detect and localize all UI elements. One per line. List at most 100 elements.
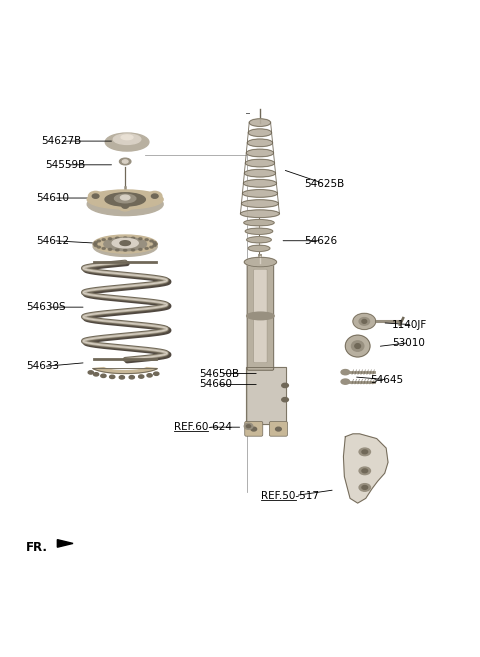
Polygon shape [57,539,73,547]
Ellipse shape [93,243,96,245]
Ellipse shape [115,194,136,203]
Ellipse shape [104,237,146,251]
Ellipse shape [116,237,119,239]
Text: 54633: 54633 [26,361,60,371]
Ellipse shape [122,160,128,163]
Ellipse shape [153,242,156,243]
Text: 54630S: 54630S [26,302,66,312]
Ellipse shape [88,371,94,374]
Ellipse shape [244,423,253,429]
Ellipse shape [139,248,142,250]
Ellipse shape [122,204,129,208]
Text: 54559B: 54559B [46,160,86,170]
Ellipse shape [276,427,281,431]
Text: REF.50-517: REF.50-517 [261,491,319,501]
Ellipse shape [150,246,153,248]
Ellipse shape [244,258,276,267]
Ellipse shape [247,139,273,147]
Ellipse shape [247,237,271,243]
Ellipse shape [108,248,112,250]
Polygon shape [343,434,388,503]
Ellipse shape [132,249,135,251]
Text: 54626: 54626 [304,236,337,246]
Ellipse shape [362,469,368,473]
Ellipse shape [87,190,163,209]
Text: REF.60-624: REF.60-624 [174,422,231,432]
Ellipse shape [248,129,272,137]
FancyBboxPatch shape [247,261,274,371]
Text: 1140JF: 1140JF [392,320,427,330]
Ellipse shape [121,135,133,140]
Ellipse shape [113,134,141,145]
Text: 54660: 54660 [200,380,233,390]
Ellipse shape [97,246,100,248]
FancyBboxPatch shape [269,422,288,436]
Ellipse shape [139,375,144,378]
Ellipse shape [359,317,370,325]
Ellipse shape [362,450,368,454]
Ellipse shape [145,248,148,250]
Ellipse shape [353,313,376,329]
Ellipse shape [243,179,276,187]
Ellipse shape [154,372,159,375]
Ellipse shape [92,194,99,198]
Ellipse shape [94,373,99,376]
Ellipse shape [244,219,274,226]
Ellipse shape [241,200,278,208]
Ellipse shape [132,237,135,239]
Ellipse shape [108,238,112,240]
Ellipse shape [154,243,157,245]
Ellipse shape [118,201,132,211]
Ellipse shape [153,244,156,246]
Ellipse shape [148,191,162,201]
Ellipse shape [152,194,158,198]
Ellipse shape [123,249,127,251]
Ellipse shape [139,238,142,240]
Ellipse shape [105,133,149,151]
Ellipse shape [112,238,138,248]
Ellipse shape [93,235,157,253]
Text: 54627B: 54627B [41,136,81,146]
Ellipse shape [120,195,130,200]
Ellipse shape [105,193,145,206]
Text: 54650B: 54650B [200,369,240,378]
Ellipse shape [245,159,275,167]
Text: 54625B: 54625B [304,179,344,189]
Text: 54645: 54645 [371,374,404,385]
Ellipse shape [88,191,103,201]
Ellipse shape [87,193,163,215]
Ellipse shape [150,240,153,242]
Ellipse shape [102,238,106,240]
Ellipse shape [247,312,274,320]
Text: 54610: 54610 [36,193,69,203]
Ellipse shape [101,374,106,378]
Ellipse shape [359,448,371,456]
Ellipse shape [93,237,157,256]
Ellipse shape [97,240,100,242]
Ellipse shape [94,244,97,246]
Ellipse shape [242,190,277,197]
Ellipse shape [245,228,273,235]
Ellipse shape [244,170,276,177]
Text: FR.: FR. [25,541,48,555]
Ellipse shape [282,383,288,388]
Ellipse shape [351,341,364,351]
Text: 53010: 53010 [392,338,425,348]
Ellipse shape [362,486,368,489]
Ellipse shape [145,238,148,240]
Ellipse shape [359,484,371,491]
Ellipse shape [341,369,349,374]
Ellipse shape [359,467,371,474]
Polygon shape [246,367,286,424]
Ellipse shape [246,149,274,157]
Ellipse shape [109,375,115,378]
Ellipse shape [116,249,119,251]
Text: 54612: 54612 [36,236,69,246]
Ellipse shape [341,379,349,384]
Ellipse shape [246,425,251,428]
Ellipse shape [119,376,124,379]
Ellipse shape [123,237,127,239]
Ellipse shape [282,397,288,402]
FancyBboxPatch shape [245,422,263,436]
Ellipse shape [120,158,131,165]
